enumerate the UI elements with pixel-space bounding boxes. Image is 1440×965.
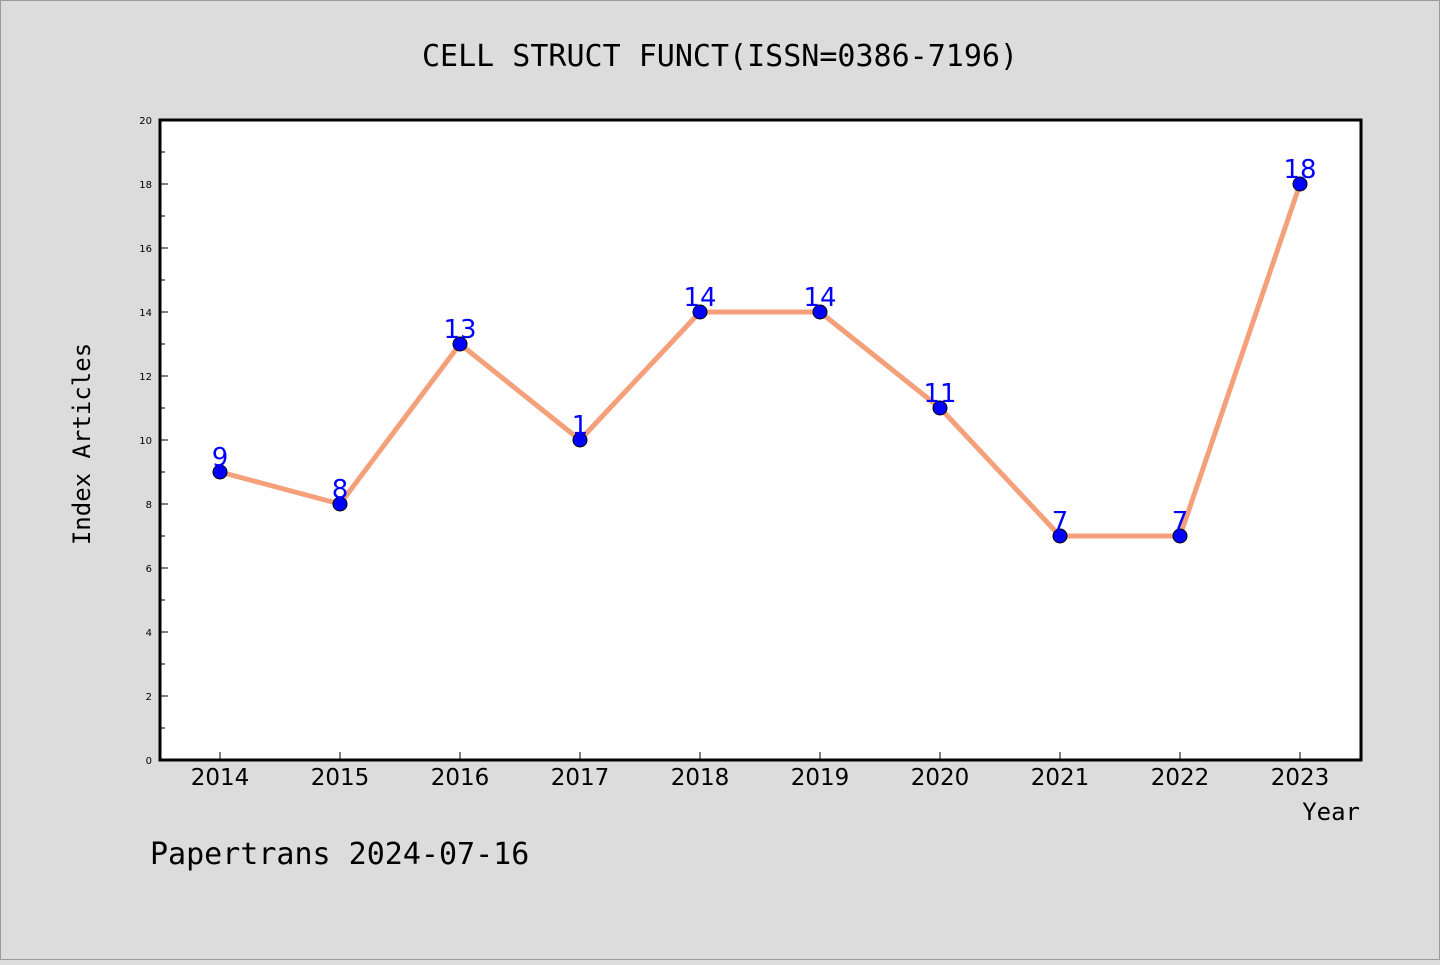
data-point [1172, 528, 1188, 544]
series-line [217, 181, 1303, 539]
x-tick-label: 2015 [311, 765, 370, 791]
y-tick-label: 2 [146, 692, 152, 703]
data-point [1052, 528, 1068, 544]
x-tick-label: 2019 [791, 765, 850, 791]
y-tick-label: 18 [139, 180, 152, 191]
data-point [812, 304, 828, 320]
data-point [452, 336, 468, 352]
y-axis-label: Index Articles [68, 343, 96, 545]
x-axis-label: Year [1302, 798, 1360, 826]
x-tick-label: 2021 [1031, 765, 1090, 791]
x-tick-label: 2023 [1271, 765, 1330, 791]
data-label: 13 [443, 315, 476, 345]
plot-area [158, 118, 1363, 762]
data-label: 7 [1172, 507, 1189, 537]
x-tick-label: 2022 [1151, 765, 1210, 791]
footer-credit: Papertrans 2024-07-16 [150, 837, 529, 872]
y-tick-label: 20 [139, 116, 152, 127]
y-tick-label: 8 [146, 500, 152, 511]
y-tick-label: 16 [139, 244, 152, 255]
x-tick-label: 2020 [911, 765, 970, 791]
chart-title: CELL STRUCT FUNCT(ISSN=0386-7196) [422, 39, 1018, 74]
data-point [1292, 176, 1308, 192]
data-label: 9 [212, 443, 229, 473]
y-tick-label: 4 [146, 628, 152, 639]
x-tick-label: 2017 [551, 765, 610, 791]
data-point [572, 432, 588, 448]
data-point [212, 464, 228, 480]
y-tick-label: 12 [139, 372, 152, 383]
y-tick-label: 6 [146, 564, 152, 575]
data-label: 7 [1052, 507, 1069, 537]
x-tick-label: 2014 [191, 765, 250, 791]
data-label: 14 [803, 283, 836, 313]
data-point [932, 400, 948, 416]
series-group: 9 8 13 1 14 14 11 7 7 18 [212, 155, 1317, 544]
x-tick-label: 2016 [431, 765, 490, 791]
x-axis: 2014 2015 2016 2017 2018 2019 2020 2021 2022 2023 [191, 752, 1330, 791]
data-point [692, 304, 708, 320]
y-tick-label: 14 [139, 308, 152, 319]
y-tick-label: 0 [146, 756, 152, 767]
data-label: 8 [332, 475, 349, 505]
data-point [332, 496, 348, 512]
data-label: 11 [923, 379, 956, 409]
data-label: 18 [1283, 155, 1316, 185]
x-tick-label: 2018 [671, 765, 730, 791]
data-label: 14 [683, 283, 716, 313]
data-label: 1 [572, 411, 589, 441]
y-axis: 0 2 4 6 8 10 12 14 16 18 20 [139, 116, 168, 767]
y-tick-label: 10 [139, 436, 152, 447]
